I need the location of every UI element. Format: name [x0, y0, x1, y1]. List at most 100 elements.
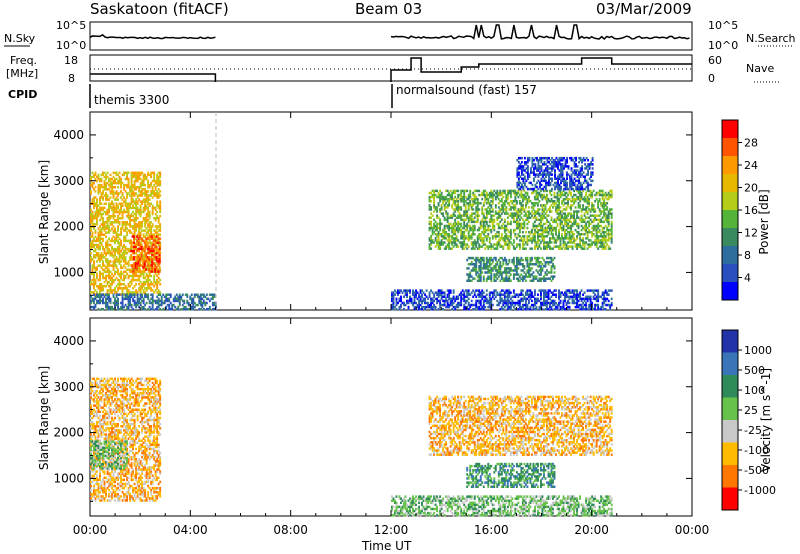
scatter-cell [558, 216, 560, 219]
scatter-cell [526, 226, 529, 230]
scatter-cell [117, 252, 119, 255]
scatter-cell [592, 291, 595, 294]
scatter-cell [476, 293, 479, 296]
scatter-cell [139, 264, 142, 267]
scatter-cell [586, 297, 589, 301]
scatter-cell [570, 200, 572, 203]
scatter-cell [413, 299, 416, 303]
scatter-cell [157, 256, 160, 259]
scatter-cell [487, 224, 490, 228]
scatter-cell [588, 202, 591, 205]
scatter-cell [479, 237, 482, 240]
scatter-cell [154, 239, 157, 242]
scatter-cell [433, 206, 436, 209]
scatter-cell [141, 194, 144, 197]
scatter-cell [111, 272, 113, 276]
scatter-cell [526, 297, 529, 301]
scatter-cell [155, 255, 158, 259]
scatter-cell [115, 301, 118, 305]
scatter-cell [139, 289, 142, 292]
scatter-cell [527, 220, 530, 224]
scatter-cell [610, 230, 613, 234]
freq-tick-bottom: 8 [68, 72, 75, 85]
scatter-cell [448, 216, 451, 219]
scatter-cell [466, 202, 469, 205]
scatter-cell [555, 289, 557, 292]
scatter-cell [127, 301, 130, 305]
scatter-cell [93, 285, 95, 288]
scatter-cell [152, 255, 155, 259]
scatter-cell [99, 198, 101, 201]
scatter-cell [123, 208, 126, 212]
scatter-cell [526, 191, 529, 195]
scatter-cell [547, 220, 550, 224]
scatter-cell [144, 235, 147, 238]
scatter-cell [146, 257, 149, 261]
scatter-cell [562, 197, 565, 201]
scatter-cell [604, 247, 607, 250]
scatter-cell [476, 299, 479, 303]
scatter-cell [594, 235, 597, 238]
scatter-cell [136, 202, 139, 205]
scatter-cell [469, 214, 472, 217]
scatter-cell [514, 235, 517, 238]
scatter-cell [425, 301, 428, 305]
scatter-cell [603, 200, 606, 203]
scatter-cell [580, 216, 583, 219]
scatter-cell [146, 241, 149, 244]
scatter-cell [506, 202, 509, 205]
scatter-cell [115, 192, 118, 195]
scatter-cell [108, 198, 110, 201]
scatter-cell [567, 305, 569, 309]
scatter-cell [520, 293, 523, 296]
scatter-cell [451, 216, 454, 219]
scatter-cell [132, 274, 135, 278]
scatter-cell [524, 291, 527, 294]
scatter-cell [127, 179, 130, 183]
scatter-cell [111, 214, 113, 218]
scatter-cell [482, 267, 485, 270]
scatter-cell [601, 301, 604, 305]
beam-title: Beam 03 [355, 0, 422, 18]
scatter-cell [503, 295, 506, 299]
scatter-cell [521, 230, 524, 234]
scatter-cell [580, 197, 583, 201]
scatter-cell [547, 293, 550, 296]
scatter-cell [464, 243, 467, 246]
scatter-cell [139, 223, 142, 226]
scatter-cell [574, 197, 577, 201]
scatter-cell [603, 202, 606, 205]
scatter-cell [527, 230, 530, 234]
scatter-cell [437, 193, 440, 197]
scatter-cell [558, 245, 560, 248]
scatter-cell [120, 183, 123, 187]
scatter-cell [576, 301, 579, 305]
scatter-cell [523, 307, 526, 311]
scatter-cell [137, 243, 140, 247]
scatter-cell [159, 214, 162, 218]
scatter-cell [479, 226, 482, 230]
scatter-cell [117, 179, 119, 183]
scatter-cell [129, 186, 132, 189]
scatter-cell [96, 202, 98, 205]
scatter-cell [505, 291, 508, 294]
scatter-cell [121, 173, 124, 177]
scatter-cell [144, 183, 147, 187]
scatter-cell [406, 295, 408, 299]
scatter-cell [129, 249, 132, 253]
scatter-cell [451, 204, 454, 207]
scatter-cell [443, 299, 446, 303]
scatter-cell [509, 303, 512, 307]
scatter-cell [449, 299, 452, 303]
scatter-cell [102, 287, 104, 290]
scatter-cell [467, 291, 470, 294]
scatter-cell [401, 291, 404, 294]
scatter-cell [99, 208, 101, 212]
scatter-cell [524, 218, 527, 222]
scatter-cell [449, 189, 452, 193]
scatter-cell [204, 301, 207, 305]
scatter-cell [473, 269, 476, 272]
scatter-cell [157, 249, 160, 253]
scatter-cell [479, 220, 482, 224]
